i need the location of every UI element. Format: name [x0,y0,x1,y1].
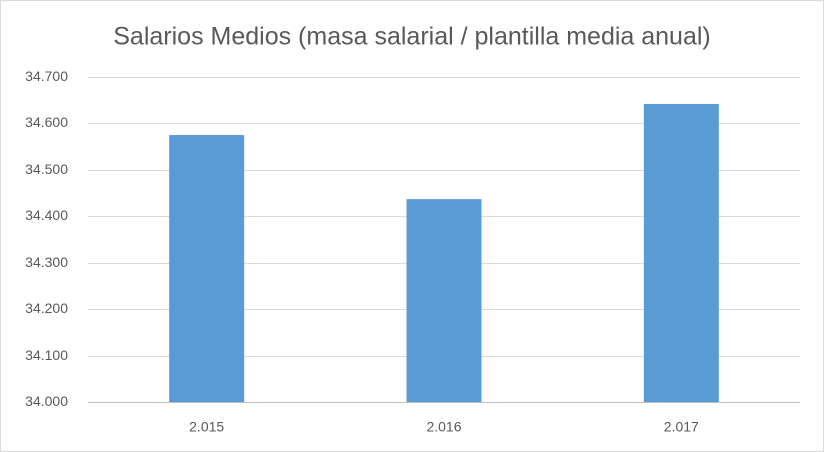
y-tick-label: 34.600 [25,114,68,130]
bar [406,199,482,402]
y-tick-label: 34.500 [25,161,68,177]
x-tick-label: 2.017 [664,419,699,435]
bar [643,103,719,402]
y-tick-label: 34.000 [25,393,68,409]
bar [169,135,245,403]
y-tick-label: 34.400 [25,207,68,223]
chart-title: Salarios Medios (masa salarial / plantil… [113,23,711,51]
y-tick-label: 34.300 [25,254,68,270]
y-tick-label: 34.100 [25,347,68,363]
y-tick-label: 34.200 [25,300,68,316]
x-tick-label: 2.016 [426,419,461,435]
x-tick-label: 2.015 [189,419,224,435]
y-tick-label: 34.700 [25,68,68,84]
